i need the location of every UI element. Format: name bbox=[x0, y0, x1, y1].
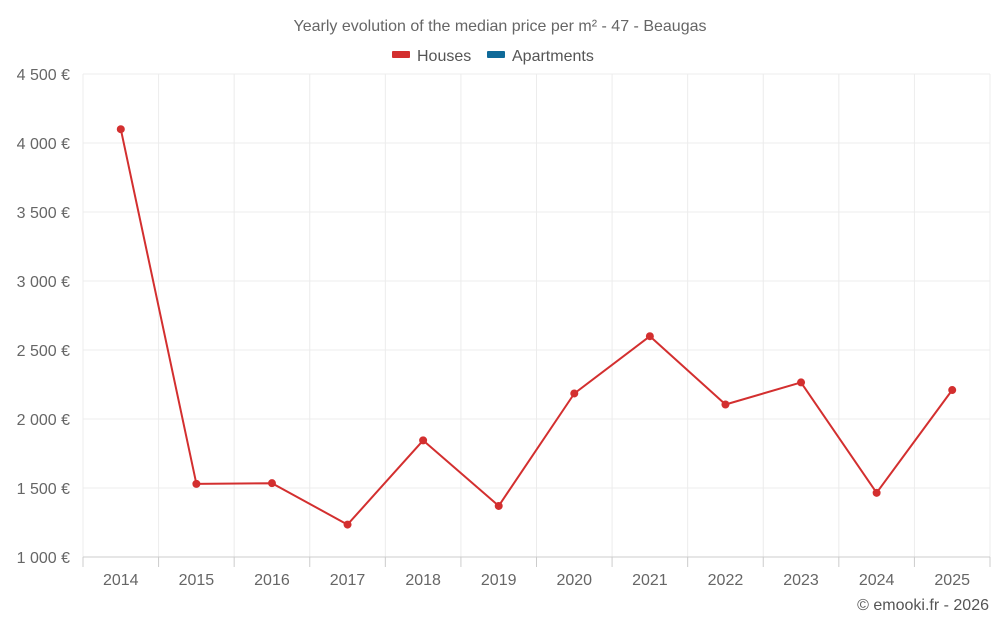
y-tick-label: 1 500 € bbox=[17, 481, 70, 498]
x-tick-label: 2022 bbox=[708, 572, 744, 589]
data-point[interactable] bbox=[570, 389, 579, 398]
data-point[interactable] bbox=[343, 520, 352, 529]
x-tick-label: 2015 bbox=[179, 572, 215, 589]
y-tick-label: 2 000 € bbox=[17, 412, 70, 429]
x-tick-label: 2018 bbox=[405, 572, 441, 589]
chart-title: Yearly evolution of the median price per… bbox=[294, 18, 707, 35]
x-tick-label: 2023 bbox=[783, 572, 819, 589]
y-tick-label: 4 500 € bbox=[17, 67, 70, 84]
y-tick-label: 3 000 € bbox=[17, 274, 70, 291]
x-tick-label: 2020 bbox=[556, 572, 592, 589]
legend-swatch-apartments bbox=[487, 51, 505, 58]
data-point[interactable] bbox=[267, 479, 276, 488]
data-point[interactable] bbox=[721, 400, 730, 409]
data-point[interactable] bbox=[645, 332, 654, 341]
y-axis: 1 000 € 1 500 € 2 000 € 2 500 € 3 000 € 3 500… bbox=[17, 67, 70, 567]
x-tick-label: 2024 bbox=[859, 572, 895, 589]
legend: Houses Apartments bbox=[392, 48, 594, 65]
x-tick-label: 2014 bbox=[103, 572, 139, 589]
legend-item-apartments[interactable]: Apartments bbox=[512, 48, 594, 65]
series-line-houses bbox=[119, 128, 954, 526]
x-tick-label: 2021 bbox=[632, 572, 668, 589]
y-tick-label: 2 500 € bbox=[17, 343, 70, 360]
x-axis: 2014 2015 2016 2017 2018 2019 2020 2021 2022 2023… bbox=[82, 556, 991, 589]
series-layer bbox=[116, 125, 957, 529]
data-point[interactable] bbox=[116, 125, 125, 134]
y-tick-label: 3 500 € bbox=[17, 205, 70, 222]
x-tick-label: 2017 bbox=[330, 572, 366, 589]
data-point[interactable] bbox=[192, 479, 201, 488]
y-tick-label: 4 000 € bbox=[17, 136, 70, 153]
data-point[interactable] bbox=[872, 488, 881, 497]
legend-item-houses[interactable]: Houses bbox=[417, 48, 471, 65]
data-point[interactable] bbox=[419, 436, 428, 445]
data-point[interactable] bbox=[494, 501, 503, 510]
x-tick-label: 2025 bbox=[934, 572, 970, 589]
x-tick-label: 2016 bbox=[254, 572, 290, 589]
x-tick-label: 2019 bbox=[481, 572, 517, 589]
legend-swatch-houses bbox=[392, 51, 410, 58]
data-point[interactable] bbox=[948, 386, 957, 395]
grid-lines bbox=[82, 73, 991, 557]
credit-text: © emooki.fr - 2026 bbox=[857, 597, 989, 614]
y-tick-label: 1 000 € bbox=[17, 550, 70, 567]
data-point[interactable] bbox=[797, 378, 806, 387]
